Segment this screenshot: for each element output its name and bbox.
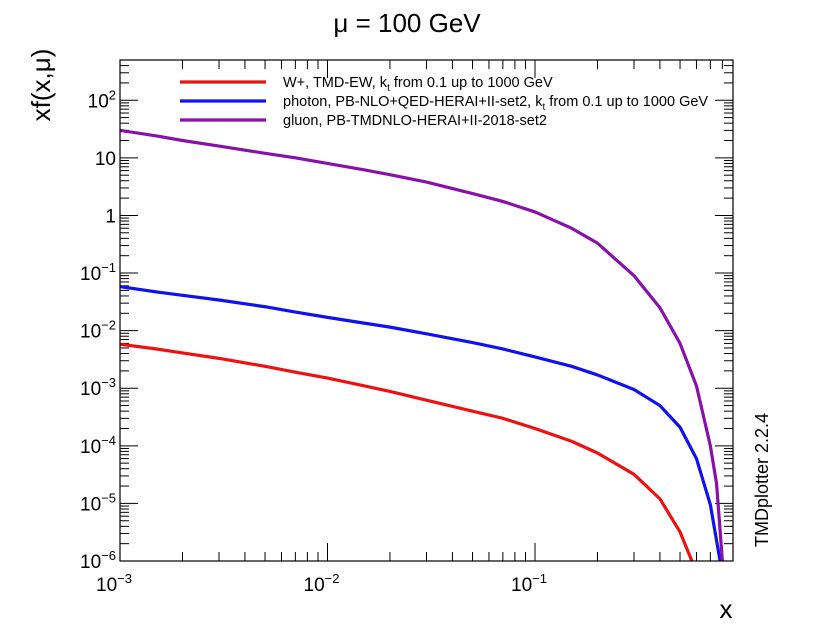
y-tick-label: 10−4 [80,433,116,458]
legend-entry: W+, TMD-EW, kt from 0.1 up to 1000 GeV [283,75,553,94]
plot-frame [119,59,734,562]
legend: W+, TMD-EW, kt from 0.1 up to 1000 GeVph… [180,75,708,129]
y-tick-label: 10−6 [80,548,116,573]
series-lines [120,128,724,561]
y-axis-label: xf(x,μ) [26,49,56,122]
y-tick-label: 10 [95,149,116,170]
y-tick-label: 1 [105,206,116,227]
legend-entry: gluon, PB-TMDNLO-HERAI+II-2018-set2 [283,113,547,129]
series-line-1 [120,342,694,561]
x-tick-label: 10−3 [96,571,132,596]
y-tick-label: 102 [88,87,116,112]
side-label: TMDplotter 2.2.4 [752,413,772,547]
y-tick-label: 10−5 [80,490,116,515]
x-tick-label: 10−2 [304,571,340,596]
series-line-3 [120,128,724,561]
axis-ticks: 10−3 10−2 10−1 10−6 10−5 10−4 10−3 10−2 10−1 1 10 1… [80,59,734,596]
y-tick-label: 10−1 [80,260,116,285]
y-tick-label: 10−3 [80,375,116,400]
x-axis-label: x [720,594,733,624]
y-tick-label: 10−2 [80,318,116,343]
x-tick-label: 10−1 [511,571,547,596]
series-line-2 [120,285,722,561]
chart-title: μ = 100 GeV [333,8,481,38]
legend-entry: photon, PB-NLO+QED-HERAI+II-set2, kt fro… [283,94,708,113]
